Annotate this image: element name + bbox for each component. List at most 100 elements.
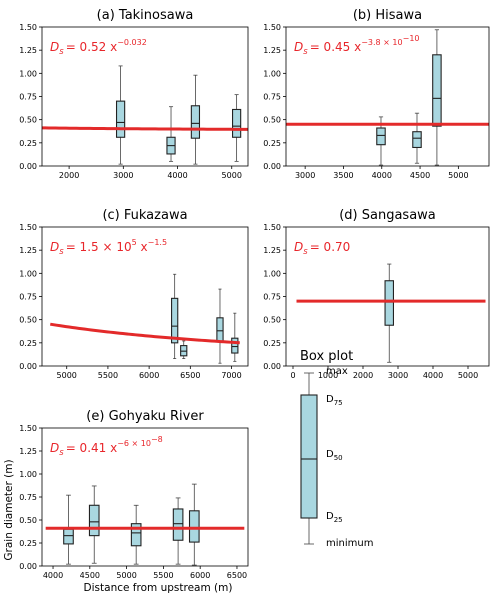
formula-sub-b: s: [303, 47, 308, 57]
y-tick-label-c-4: 1.00: [19, 269, 37, 278]
y-tick-label-a-1: 0.25: [19, 139, 37, 148]
formula-sup-exp-b: −10: [403, 34, 420, 43]
x-tick-label-a-2: 4000: [167, 171, 187, 180]
formula-rhs2-c: x: [137, 240, 148, 254]
x-tick-label-d-4: 4000: [423, 371, 443, 380]
box-b-2: [412, 112, 422, 164]
box-e-5: [188, 483, 200, 566]
y-tick-label-e-0: 0.00: [19, 562, 37, 571]
box-e-1: [63, 494, 74, 565]
y-tick-label-d-0: 0.00: [263, 362, 281, 371]
box-c-4: [231, 312, 239, 362]
y-tick-label-e-6: 1.50: [19, 424, 37, 433]
formula-base-c: D: [50, 240, 59, 254]
box-a-4-iqr: [232, 108, 242, 138]
x-tick-label-e-5: 6500: [227, 571, 247, 580]
formula-sub-c: s: [59, 247, 64, 257]
panel-b: (b) Hisawa 0.00 0.25 0.50 0.75 1.00 1.25 1.50 30…: [263, 8, 490, 180]
y-tick-label-e-3: 0.75: [19, 493, 37, 502]
x-tick-label-b-0: 3000: [295, 171, 315, 180]
x-tick-label-c-4: 7000: [221, 371, 241, 380]
x-tick-label-d-5: 5000: [458, 371, 478, 380]
legend-box: [300, 394, 318, 519]
x-tick-label-a-1: 3000: [113, 171, 133, 180]
box-a-1: [115, 65, 126, 165]
panel-title-c: (c) Fukazawa: [102, 208, 187, 223]
box-b-3: [432, 29, 442, 166]
x-tick-label-d-3: 3000: [388, 371, 408, 380]
box-a-1-iqr: [115, 100, 126, 138]
formula-base-e: D: [50, 441, 59, 455]
panel-d: (d) Sangasawa 0.00 0.25 0.50 0.75 1.00 1.25 1.5…: [263, 208, 490, 380]
box-c-1-iqr: [171, 297, 179, 344]
formula-base-b: D: [294, 40, 303, 54]
formula-sub-a: s: [59, 47, 64, 57]
box-e-2-iqr: [88, 504, 100, 537]
formula-sup-a: −0.032: [117, 38, 147, 47]
formula-sub-e: s: [59, 448, 64, 458]
box-a-4: [232, 94, 242, 162]
x-tick-label-e-1: 4500: [80, 571, 100, 580]
x-tick-label-b-1: 3500: [333, 171, 353, 180]
y-tick-label-d-3: 0.75: [263, 293, 281, 302]
y-tick-label-e-2: 0.50: [19, 516, 37, 525]
formula-rhs-d: = 0.70: [310, 240, 351, 254]
x-tick-label-c-2: 6000: [139, 371, 159, 380]
box-c-4-iqr: [231, 337, 239, 354]
y-tick-label-a-6: 1.50: [19, 23, 37, 32]
y-tick-label-d-5: 1.25: [263, 246, 281, 255]
panel-title-b: (b) Hisawa: [353, 8, 422, 23]
y-tick-label-b-3: 0.75: [263, 93, 281, 102]
y-tick-label-a-3: 0.75: [19, 93, 37, 102]
y-tick-label-d-4: 1.00: [263, 269, 281, 278]
box-e-4-iqr: [172, 508, 184, 541]
legend-label-max: max: [326, 366, 348, 377]
panel-c: (c) Fukazawa 0.00 0.25 0.50 0.75 1.00 1.25 1.50…: [19, 208, 249, 380]
legend-label-d25: D25: [326, 511, 343, 524]
box-c-3-iqr: [216, 317, 224, 343]
y-tick-label-c-0: 0.00: [19, 362, 37, 371]
formula-b: Ds = 0.45 x−3.8 × 10−10: [294, 34, 420, 57]
y-tick-label-e-4: 1.00: [19, 470, 37, 479]
x-tick-label-c-3: 6500: [180, 371, 200, 380]
box-b-3-iqr: [432, 54, 442, 127]
y-tick-label-b-6: 1.50: [263, 23, 281, 32]
formula-base-d: D: [294, 240, 303, 254]
y-tick-label-d-6: 1.50: [263, 223, 281, 232]
formula-d: Ds = 0.70: [294, 240, 350, 257]
legend-title: Box plot: [300, 349, 353, 364]
legend-label-d50: D50: [326, 449, 343, 462]
legend-label-d75-sub: 75: [334, 399, 343, 407]
box-c-3: [216, 288, 224, 364]
panel-title-d: (d) Sangasawa: [339, 208, 436, 223]
formula-rhs-b: = 0.45 x: [310, 40, 362, 54]
box-e-5-iqr: [188, 510, 200, 543]
legend-label-d75: D75: [326, 394, 343, 407]
y-tick-label-a-0: 0.00: [19, 162, 37, 171]
x-tick-label-d-2: 2000: [353, 371, 373, 380]
y-tick-label-c-1: 0.25: [19, 339, 37, 348]
legend-label-minimum: minimum: [326, 538, 373, 549]
panel-a: (a) Takinosawa 0.00 0.25 0.50 0.75 1.00 1.25 1.…: [19, 8, 249, 180]
y-tick-label-c-5: 1.25: [19, 246, 37, 255]
box-c-2: [180, 340, 188, 359]
box-plot-legend: Box plot max D75 D50 D25 minimum: [300, 349, 373, 549]
x-tick-label-a-3: 5000: [222, 171, 242, 180]
y-tick-label-b-2: 0.50: [263, 116, 281, 125]
formula-sup-c: 5: [132, 238, 137, 247]
y-tick-label-b-1: 0.25: [263, 139, 281, 148]
y-axis-title: Grain diameter (m): [3, 459, 15, 560]
box-c-1: [171, 273, 179, 359]
x-tick-label-e-3: 5500: [153, 571, 173, 580]
x-tick-label-e-2: 5000: [116, 571, 136, 580]
legend-label-d25-sub: 25: [334, 516, 343, 524]
box-d-1: [384, 263, 394, 363]
y-tick-label-b-0: 0.00: [263, 162, 281, 171]
box-e-1-iqr: [63, 528, 74, 545]
box-e-3-iqr: [130, 523, 142, 547]
x-tick-label-d-1: 1000: [318, 371, 338, 380]
x-tick-label-d-0: 0: [290, 371, 295, 380]
formula-sub-d: s: [303, 247, 308, 257]
box-e-2: [88, 485, 100, 564]
